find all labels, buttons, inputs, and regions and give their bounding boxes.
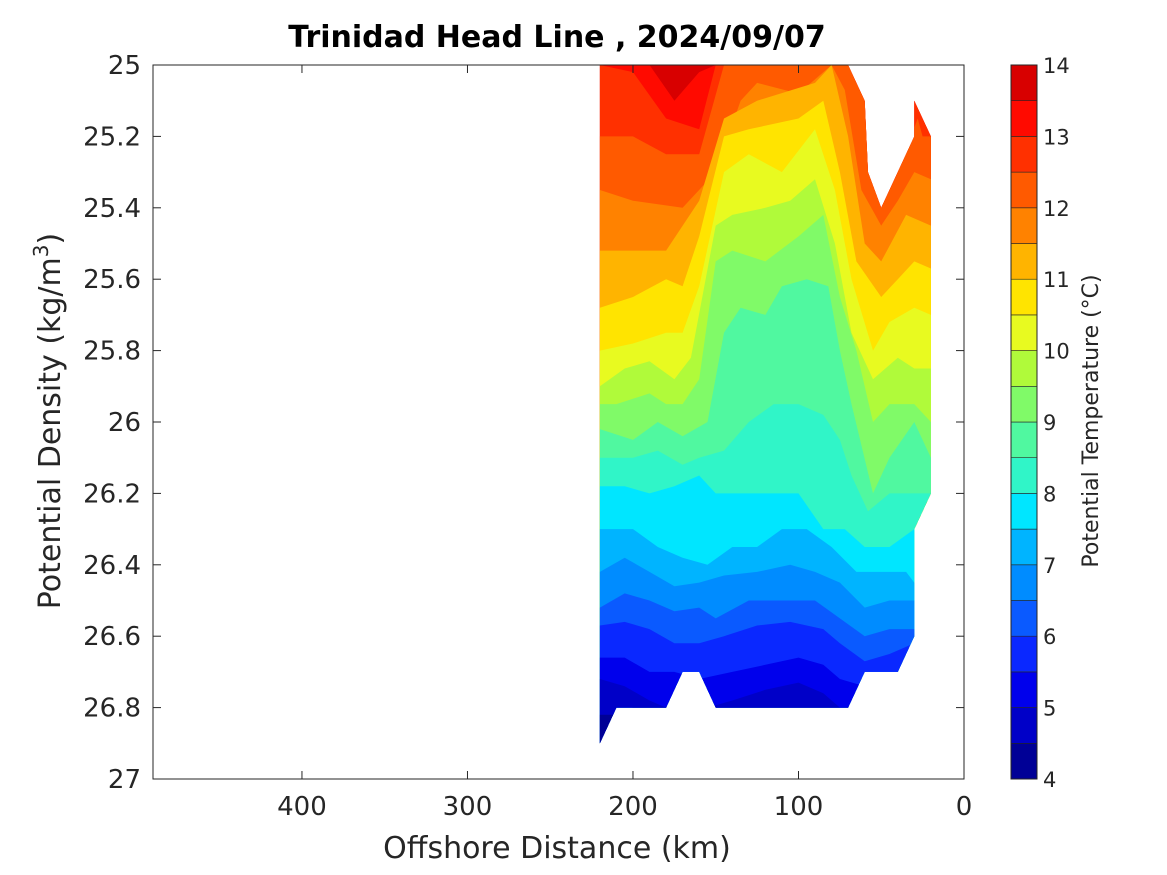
colorbar-segment <box>1010 600 1038 637</box>
y-tick-label: 26.8 <box>83 694 141 724</box>
colorbar-segment <box>1010 493 1038 530</box>
colorbar-tick-label: 13 <box>1043 125 1070 149</box>
colorbar: 4 5 6 7 8 9 10 11 12 13 14 <box>1010 54 1070 792</box>
colorbar-tick-label: 14 <box>1043 54 1070 78</box>
y-axis: 25 25.2 25.4 25.6 25.8 26 26.2 26.4 26.6 26.8 27 <box>83 51 964 795</box>
colorbar-segment <box>1010 742 1038 780</box>
plot-area <box>599 65 931 744</box>
x-axis-label: Offshore Distance (km) <box>383 831 731 866</box>
y-tick-label: 25.8 <box>83 337 141 367</box>
colorbar-frame <box>1010 64 1038 780</box>
y-axis-label-end: ) <box>33 233 68 245</box>
colorbar-segment <box>1010 207 1038 244</box>
colorbar-segment <box>1010 671 1038 708</box>
colorbar-tick-label: 11 <box>1043 268 1070 292</box>
x-tick-label: 200 <box>608 792 658 822</box>
colorbar-tick-label: 5 <box>1043 697 1056 721</box>
colorbar-tick-label: 10 <box>1043 340 1070 364</box>
colorbar-tick-label: 7 <box>1043 554 1056 578</box>
colorbar-segment <box>1010 64 1038 102</box>
x-tick-label: 400 <box>277 792 327 822</box>
y-tick-label: 27 <box>108 765 141 795</box>
colorbar-tick-label: 4 <box>1043 768 1056 792</box>
y-tick-label: 25.6 <box>83 265 141 295</box>
colorbar-label: Potential Temperature (°C) <box>1079 274 1104 567</box>
colorbar-tick-label: 9 <box>1043 411 1056 435</box>
y-tick-label: 25.2 <box>83 122 141 152</box>
colorbar-tick-label: 12 <box>1043 197 1070 221</box>
colorbar-segment <box>1010 171 1038 209</box>
colorbar-tick-label: 8 <box>1043 482 1056 506</box>
y-tick-label: 26.6 <box>83 622 141 652</box>
colorbar-segment <box>1010 100 1038 137</box>
colorbar-segment <box>1010 564 1038 601</box>
x-axis: 400 300 200 100 0 <box>277 65 972 822</box>
contour-band-4.5 <box>599 707 931 744</box>
x-tick-label: 0 <box>956 792 973 822</box>
chart-title: Trinidad Head Line , 2024/09/07 <box>288 20 825 55</box>
colorbar-segment <box>1010 421 1038 459</box>
y-tick-label: 25 <box>108 51 141 81</box>
contour-band-5 <box>599 679 931 744</box>
colorbar-segment <box>1010 707 1038 744</box>
colorbar-segment <box>1010 457 1038 494</box>
colorbar-segment <box>1010 350 1038 387</box>
y-axis-label-superscript: 3 <box>29 244 53 257</box>
colorbar-segment <box>1010 136 1038 173</box>
contour-band-5.5 <box>599 657 931 744</box>
y-axis-label-main: Potential Density (kg/m <box>33 257 68 609</box>
colorbar-segment <box>1010 528 1038 566</box>
colorbar-segment <box>1010 243 1038 280</box>
colorbar-segment <box>1010 635 1038 673</box>
colorbar-segment <box>1010 385 1038 423</box>
x-tick-label: 300 <box>443 792 493 822</box>
y-tick-label: 25.4 <box>83 194 141 224</box>
y-tick-label: 26.2 <box>83 479 141 509</box>
y-axis-label: Potential Density (kg/m3) <box>29 233 68 609</box>
y-tick-label: 26 <box>108 408 141 438</box>
y-tick-label: 26.4 <box>83 551 141 581</box>
x-tick-label: 100 <box>774 792 824 822</box>
colorbar-segment <box>1010 314 1038 351</box>
colorbar-tick-label: 6 <box>1043 625 1056 649</box>
colorbar-segment <box>1010 278 1038 316</box>
